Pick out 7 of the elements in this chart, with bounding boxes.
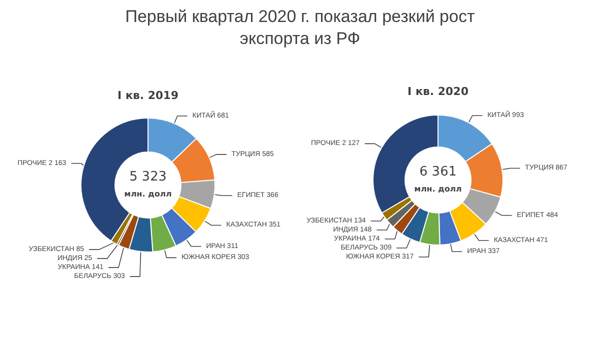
chart-subtitle: I кв. 2019	[118, 89, 178, 102]
text: млн. долл	[124, 190, 172, 198]
text: 5 323	[129, 170, 167, 184]
text: млн. долл	[414, 184, 462, 194]
chart-subtitle: I кв. 2020	[408, 85, 469, 98]
text: 6 361	[419, 164, 457, 180]
chart-title: Первый квартал 2020 г. показал резкий рост экспорта из РФ	[124, 6, 476, 50]
